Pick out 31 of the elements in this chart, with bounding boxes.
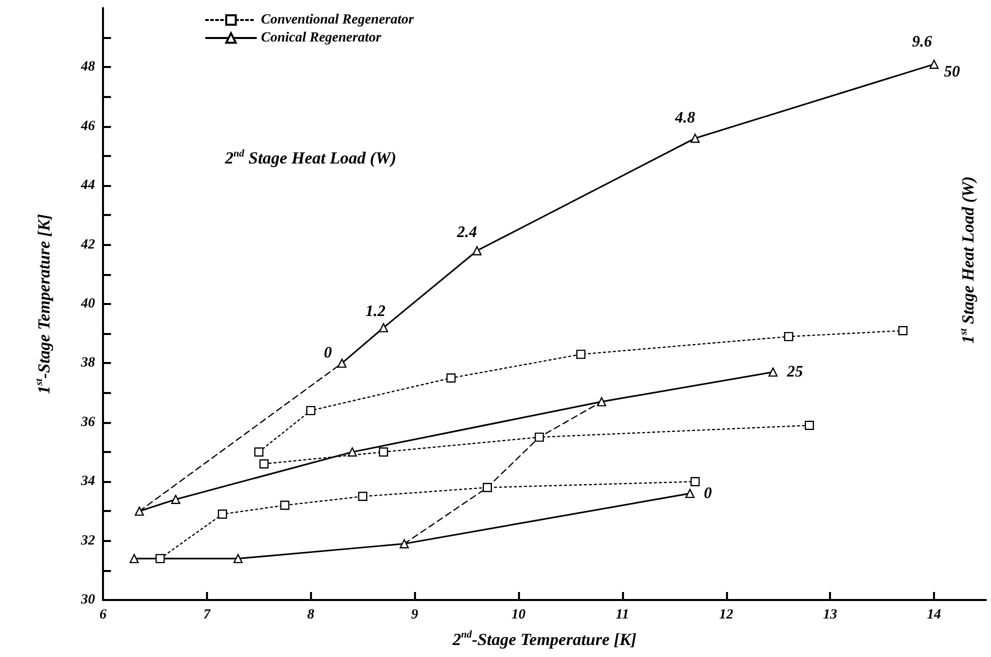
y-tick-label: 34 <box>80 474 95 490</box>
y-tick-label: 32 <box>80 533 95 548</box>
x-tick-label: 8 <box>307 608 314 622</box>
annotation: 9.6 <box>912 34 932 51</box>
x-tick-label: 13 <box>823 608 838 622</box>
y-tick-label: 38 <box>80 356 95 371</box>
x-tick-label: 11 <box>616 608 630 622</box>
y-tick-label: 48 <box>80 60 95 75</box>
annotation: 25 <box>786 364 804 381</box>
y-tick-label: 40 <box>80 296 95 312</box>
y-tick-label: 46 <box>80 118 95 134</box>
x-tick-label: 12 <box>719 608 734 622</box>
annotation: 1.2 <box>365 303 386 320</box>
annotation: 2.4 <box>456 224 477 242</box>
x-tick-label: 14 <box>927 608 942 622</box>
x-tick-label: 7 <box>203 608 212 622</box>
annotation: 4.8 <box>674 110 696 127</box>
annotation: 0 <box>324 344 332 362</box>
y-tick-label: 36 <box>80 414 95 430</box>
annotation: 0 <box>704 484 712 502</box>
y-tick-label: 44 <box>80 178 95 194</box>
y-tick-label: 42 <box>80 237 95 252</box>
x-tick-label: 9 <box>411 608 418 622</box>
y-axis-title: 1st-Stage Temperature [K] <box>34 214 54 394</box>
legend-label: Conventional Regenerator <box>261 12 414 28</box>
annotation: 1st Stage Heat Load (W) <box>958 176 978 344</box>
legend-label: Conical Regenerator <box>261 30 382 46</box>
x-tick-label: 10 <box>512 608 526 622</box>
annotation: 50 <box>944 64 960 81</box>
x-tick-label: 6 <box>100 608 106 622</box>
y-tick-label: 30 <box>80 592 95 608</box>
